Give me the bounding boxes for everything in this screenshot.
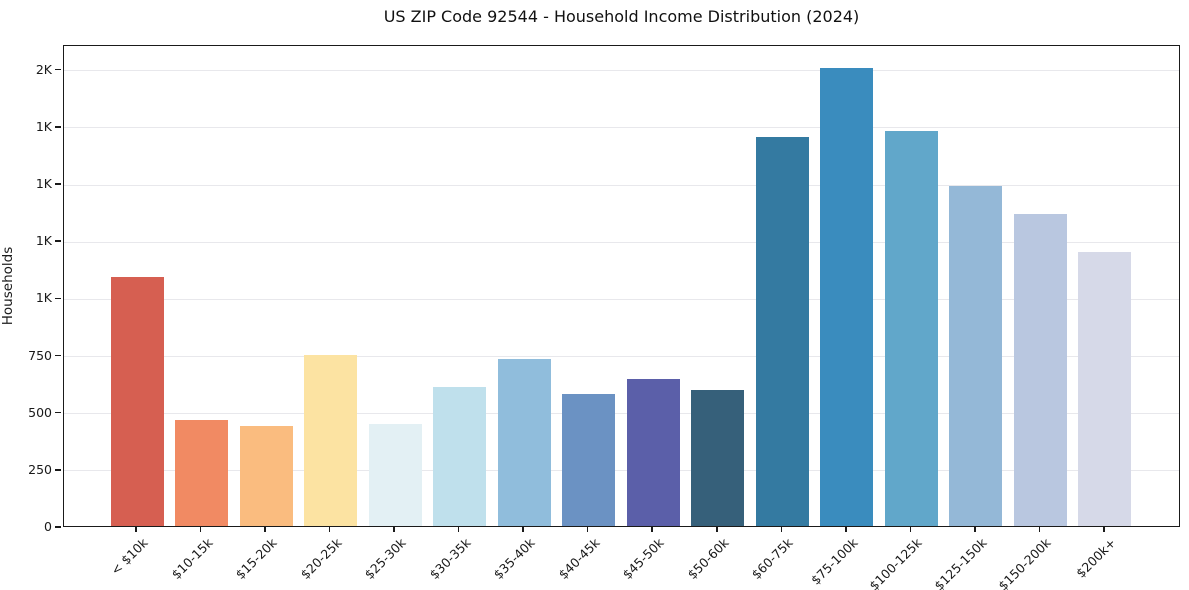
x-tick-mark bbox=[909, 527, 912, 532]
gridline bbox=[64, 127, 1179, 129]
y-tick-label: 2K bbox=[35, 61, 52, 77]
x-tick-label: < $10k bbox=[107, 535, 151, 578]
x-tick-mark bbox=[974, 527, 976, 532]
bar-10-15k bbox=[175, 419, 229, 526]
bar-25-30k bbox=[368, 423, 422, 526]
x-tick-mark bbox=[135, 527, 137, 532]
bar-50-60k bbox=[691, 389, 745, 526]
bar-150-200k bbox=[1013, 214, 1067, 526]
x-tick-mark bbox=[393, 527, 395, 532]
bar-30-35k bbox=[433, 386, 487, 526]
gridline bbox=[64, 470, 1179, 472]
bar-45-50k bbox=[626, 378, 680, 526]
x-tick-mark bbox=[651, 527, 653, 532]
x-tick-mark bbox=[264, 527, 266, 532]
gridline bbox=[64, 184, 1179, 186]
y-tick-label: 750 bbox=[28, 347, 52, 363]
bar-125-150k bbox=[949, 185, 1003, 526]
y-tick-mark bbox=[55, 411, 61, 414]
y-tick-mark bbox=[55, 240, 61, 242]
gridline bbox=[64, 356, 1179, 357]
bar-15-20k bbox=[239, 426, 293, 526]
y-tick-mark bbox=[55, 526, 61, 528]
y-tick-mark bbox=[55, 126, 61, 128]
y-tick-label: 1K bbox=[35, 118, 52, 134]
y-tick-label: 1K bbox=[35, 233, 52, 249]
y-tick-mark bbox=[55, 354, 61, 357]
bar-40-45k bbox=[562, 393, 616, 526]
x-tick-mark bbox=[716, 527, 718, 532]
x-tick-mark bbox=[1103, 527, 1105, 532]
y-axis-label: Households bbox=[0, 246, 16, 326]
gridline bbox=[64, 413, 1179, 415]
x-tick-mark bbox=[845, 527, 847, 532]
gridline bbox=[64, 298, 1179, 300]
y-tick-label: 0 bbox=[44, 519, 52, 534]
y-tick-mark bbox=[55, 68, 61, 71]
bar-10k bbox=[110, 276, 164, 526]
gridline bbox=[64, 241, 1179, 243]
chart-title: US ZIP Code 92544 - Household Income Dis… bbox=[383, 7, 860, 26]
bar-60-75k bbox=[755, 137, 809, 526]
gridline bbox=[64, 70, 1179, 72]
bar-35-40k bbox=[497, 358, 551, 526]
x-tick-mark bbox=[457, 527, 460, 532]
y-tick-mark bbox=[55, 297, 61, 300]
y-tick-label: 1K bbox=[35, 290, 52, 306]
x-tick-mark bbox=[780, 527, 783, 532]
y-tick-mark bbox=[55, 469, 61, 471]
bar-200k bbox=[1078, 252, 1132, 526]
bar-100-125k bbox=[884, 130, 938, 526]
x-tick-mark bbox=[586, 527, 589, 532]
y-tick-mark bbox=[55, 183, 61, 185]
x-tick-mark bbox=[199, 527, 202, 532]
y-tick-label: 500 bbox=[28, 404, 52, 420]
y-tick-label: 1K bbox=[35, 176, 52, 192]
bar-75-100k bbox=[820, 67, 874, 526]
plot-area bbox=[63, 45, 1180, 527]
x-tick-mark bbox=[522, 527, 524, 532]
x-tick-mark bbox=[1038, 527, 1041, 532]
x-tick-mark bbox=[328, 527, 331, 532]
y-tick-label: 250 bbox=[28, 461, 52, 477]
bar-20-25k bbox=[304, 354, 358, 526]
